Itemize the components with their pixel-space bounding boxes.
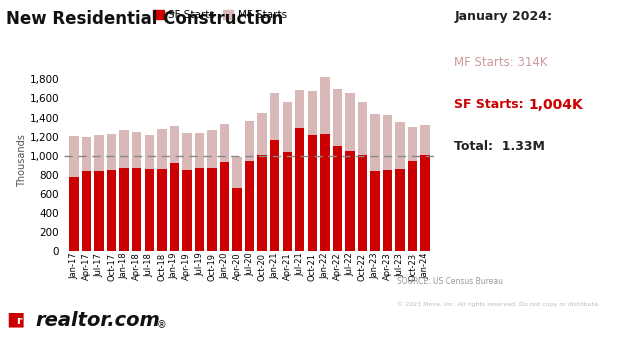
Bar [245, 121, 254, 251]
Bar [408, 162, 417, 251]
Bar [295, 90, 305, 251]
Bar [145, 169, 154, 251]
Bar [371, 171, 380, 251]
Bar [132, 132, 141, 251]
Bar [358, 102, 367, 251]
Bar [170, 126, 179, 251]
Bar [257, 113, 267, 251]
Bar [320, 77, 330, 251]
Bar [69, 136, 79, 251]
Bar [82, 137, 92, 251]
Bar [182, 170, 191, 251]
Bar [333, 146, 342, 251]
Bar [396, 122, 404, 251]
Text: 1,004K: 1,004K [528, 98, 583, 112]
Bar [270, 140, 280, 251]
Text: r: r [16, 316, 22, 326]
Bar [383, 170, 392, 251]
Bar [107, 134, 116, 251]
Bar [420, 125, 430, 251]
Bar [232, 188, 242, 251]
Bar [333, 89, 342, 251]
Bar [82, 171, 92, 251]
Text: January 2024:: January 2024: [454, 10, 552, 23]
Bar [232, 157, 242, 251]
Bar [245, 162, 254, 251]
Bar [220, 162, 229, 251]
Text: realtor.com: realtor.com [35, 311, 160, 330]
Text: SOURCE: US Census Bureau: SOURCE: US Census Bureau [397, 277, 503, 286]
Bar [107, 170, 116, 251]
Bar [345, 151, 355, 251]
Text: ®: ® [157, 320, 166, 330]
Bar [170, 163, 179, 251]
Text: ■: ■ [6, 309, 25, 328]
Bar [408, 127, 417, 251]
Text: MF Starts: 314K: MF Starts: 314K [454, 56, 548, 69]
Bar [308, 135, 317, 251]
Bar [120, 131, 129, 251]
Bar [157, 169, 166, 251]
Bar [120, 169, 129, 251]
Bar [282, 102, 292, 251]
Bar [383, 115, 392, 251]
Bar [295, 128, 305, 251]
Bar [207, 129, 217, 251]
Bar [69, 177, 79, 251]
Bar [396, 169, 404, 251]
Bar [207, 168, 217, 251]
Bar [270, 93, 280, 251]
Bar [132, 168, 141, 251]
Text: SF Starts:: SF Starts: [454, 98, 524, 111]
Y-axis label: Thousands: Thousands [17, 134, 27, 187]
Bar [420, 155, 430, 251]
Text: Total:  1.33M: Total: 1.33M [454, 140, 545, 153]
Bar [145, 135, 154, 251]
Bar [320, 134, 330, 251]
Bar [345, 93, 355, 251]
Bar [195, 133, 204, 251]
Bar [157, 129, 166, 251]
Bar [358, 155, 367, 251]
Bar [371, 114, 380, 251]
Bar [308, 91, 317, 251]
Text: New Residential Construction: New Residential Construction [6, 10, 284, 29]
Legend: SF Starts, MF Starts: SF Starts, MF Starts [149, 6, 291, 24]
Bar [195, 168, 204, 251]
Bar [95, 135, 104, 251]
Bar [257, 155, 267, 251]
Bar [182, 133, 191, 251]
Bar [220, 124, 229, 251]
Bar [282, 153, 292, 251]
Bar [95, 171, 104, 251]
Text: © 2023 Move, Inc. All rights reserved. Do not copy or distribute.: © 2023 Move, Inc. All rights reserved. D… [397, 302, 600, 307]
